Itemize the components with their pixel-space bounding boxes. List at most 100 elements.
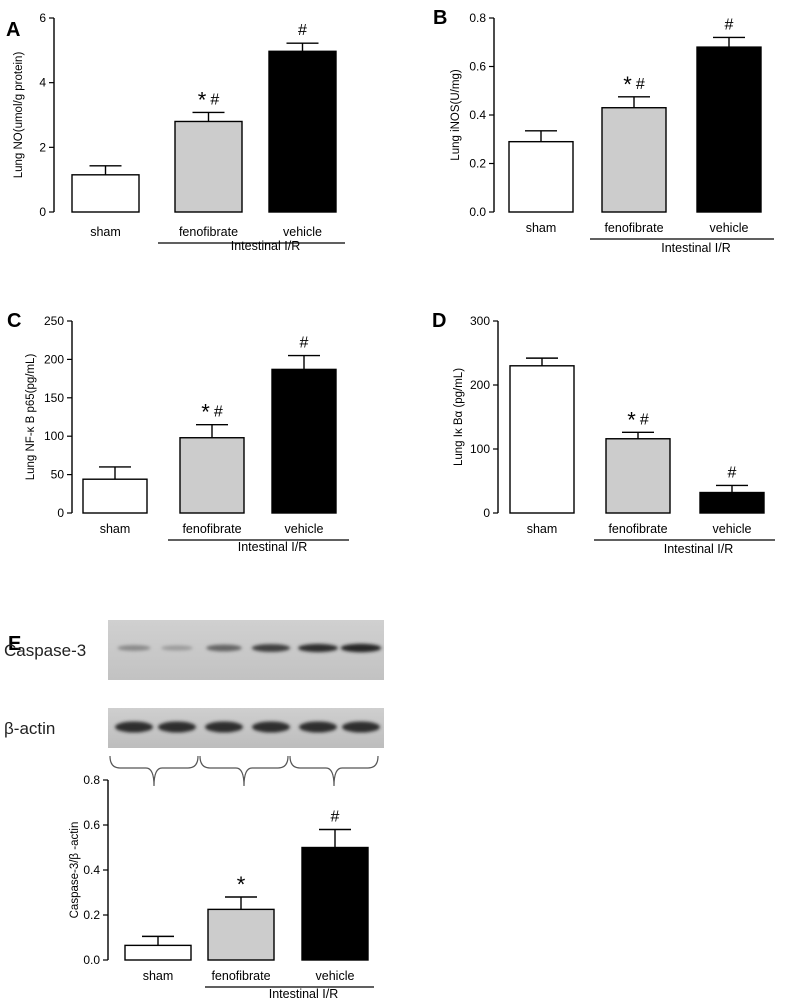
hash-mark: # <box>298 22 307 39</box>
blot-band <box>340 643 382 653</box>
y-tick-label: 6 <box>39 11 46 25</box>
blot-band <box>115 721 153 733</box>
asterisk-mark: * <box>237 872 246 897</box>
significance-mark: # <box>300 335 309 352</box>
y-axis-label: Lung iNOS(U/mg) <box>450 69 462 161</box>
significance-mark: * # <box>198 87 220 112</box>
category-label: fenofibrate <box>604 221 663 235</box>
bar-fenofibrate <box>174 120 243 213</box>
group-label: Intestinal I/R <box>661 241 730 255</box>
significance-mark: * # <box>201 400 223 425</box>
hash-mark: # <box>636 76 645 93</box>
category-label: fenofibrate <box>179 225 238 239</box>
panel-c: C 0 50 100 150 200 250 Lung NF-κ B p65(pg/mL) sh… <box>7 310 349 554</box>
y-tick-label: 0.6 <box>83 818 100 832</box>
blot-row-label: β-actin <box>4 719 55 738</box>
y-tick-label: 100 <box>470 442 490 456</box>
blot-band <box>205 721 243 733</box>
bar-vehicle <box>268 50 337 213</box>
category-label: sham <box>527 522 558 536</box>
bar-sham <box>508 140 574 213</box>
blot-band <box>251 644 291 652</box>
panel-e: E 0.0 0.2 0.4 0.6 0.8 Caspase-3/β -actin sham * f… <box>4 620 384 1001</box>
y-tick-label: 200 <box>44 352 64 366</box>
y-tick-label: 0.6 <box>469 60 486 74</box>
y-axis-label: Caspase-3/β -actin <box>69 822 81 919</box>
y-tick-label: 50 <box>51 468 65 482</box>
y-tick-label: 300 <box>470 314 490 328</box>
y-axis-label: Lung NF-κ B p65(pg/mL) <box>25 354 37 481</box>
hash-mark: # <box>214 404 223 421</box>
category-label: fenofibrate <box>182 522 241 536</box>
category-label: vehicle <box>283 225 322 239</box>
category-label: vehicle <box>710 221 749 235</box>
category-label: fenofibrate <box>608 522 667 536</box>
significance-mark: # <box>725 16 734 33</box>
bar-sham <box>71 174 140 213</box>
significance-mark: # <box>331 809 340 826</box>
category-label: vehicle <box>316 969 355 983</box>
blot-band <box>342 721 380 733</box>
lane-group-brace <box>199 755 289 787</box>
significance-mark: # <box>728 464 737 481</box>
significance-mark: # <box>298 22 307 39</box>
significance-mark: * # <box>627 407 649 432</box>
y-tick-label: 2 <box>39 140 46 154</box>
category-label: sham <box>100 522 131 536</box>
blot-row-label: Caspase-3 <box>4 641 86 660</box>
y-tick-label: 250 <box>44 314 64 328</box>
y-tick-label: 0 <box>57 506 64 520</box>
bar-sham <box>82 478 148 514</box>
blot-band <box>298 643 338 653</box>
bar-fenofibrate <box>179 437 245 514</box>
blot-band <box>158 721 196 733</box>
blot-band <box>299 721 337 733</box>
y-axis-label: Lung NO(umol/g protein) <box>13 52 25 179</box>
bar-fenofibrate <box>605 438 671 514</box>
asterisk-mark: * <box>623 72 632 97</box>
y-tick-label: 100 <box>44 429 64 443</box>
bar-vehicle <box>271 368 337 514</box>
hash-mark: # <box>728 464 737 481</box>
y-tick-label: 200 <box>470 378 490 392</box>
blot-band <box>161 645 193 651</box>
panel-letter: B <box>433 7 447 29</box>
y-tick-label: 0.8 <box>83 773 100 787</box>
bar-sham <box>124 944 192 961</box>
asterisk-mark: * <box>627 407 636 432</box>
bar-vehicle <box>696 46 762 213</box>
panel-letter: E <box>8 633 21 655</box>
asterisk-mark: * <box>198 87 207 112</box>
blot-strip <box>108 708 384 748</box>
bar-vehicle <box>301 846 369 961</box>
panel-letter: D <box>432 310 446 332</box>
group-label: Intestinal I/R <box>269 987 338 1001</box>
asterisk-mark: * <box>201 400 210 425</box>
bar-vehicle <box>699 491 765 514</box>
y-tick-label: 0 <box>483 506 490 520</box>
hash-mark: # <box>300 335 309 352</box>
hash-mark: # <box>331 809 340 826</box>
group-label: Intestinal I/R <box>231 239 300 253</box>
lane-group-brace <box>289 755 379 787</box>
category-label: sham <box>90 225 121 239</box>
category-label: vehicle <box>285 522 324 536</box>
blot-strip <box>108 620 384 680</box>
panel-letter: C <box>7 310 21 332</box>
group-label: Intestinal I/R <box>238 540 307 554</box>
category-label: sham <box>143 969 174 983</box>
category-label: fenofibrate <box>211 969 270 983</box>
blot-band <box>206 644 242 652</box>
y-tick-label: 0.0 <box>83 953 100 967</box>
blot-band <box>252 721 290 733</box>
y-tick-label: 0 <box>39 205 46 219</box>
y-tick-label: 4 <box>39 76 46 90</box>
group-label: Intestinal I/R <box>664 542 733 556</box>
y-axis-label: Lung Iκ Bα (pg/mL) <box>453 368 465 466</box>
lane-group-brace <box>109 755 199 787</box>
y-tick-label: 0.4 <box>469 108 486 122</box>
